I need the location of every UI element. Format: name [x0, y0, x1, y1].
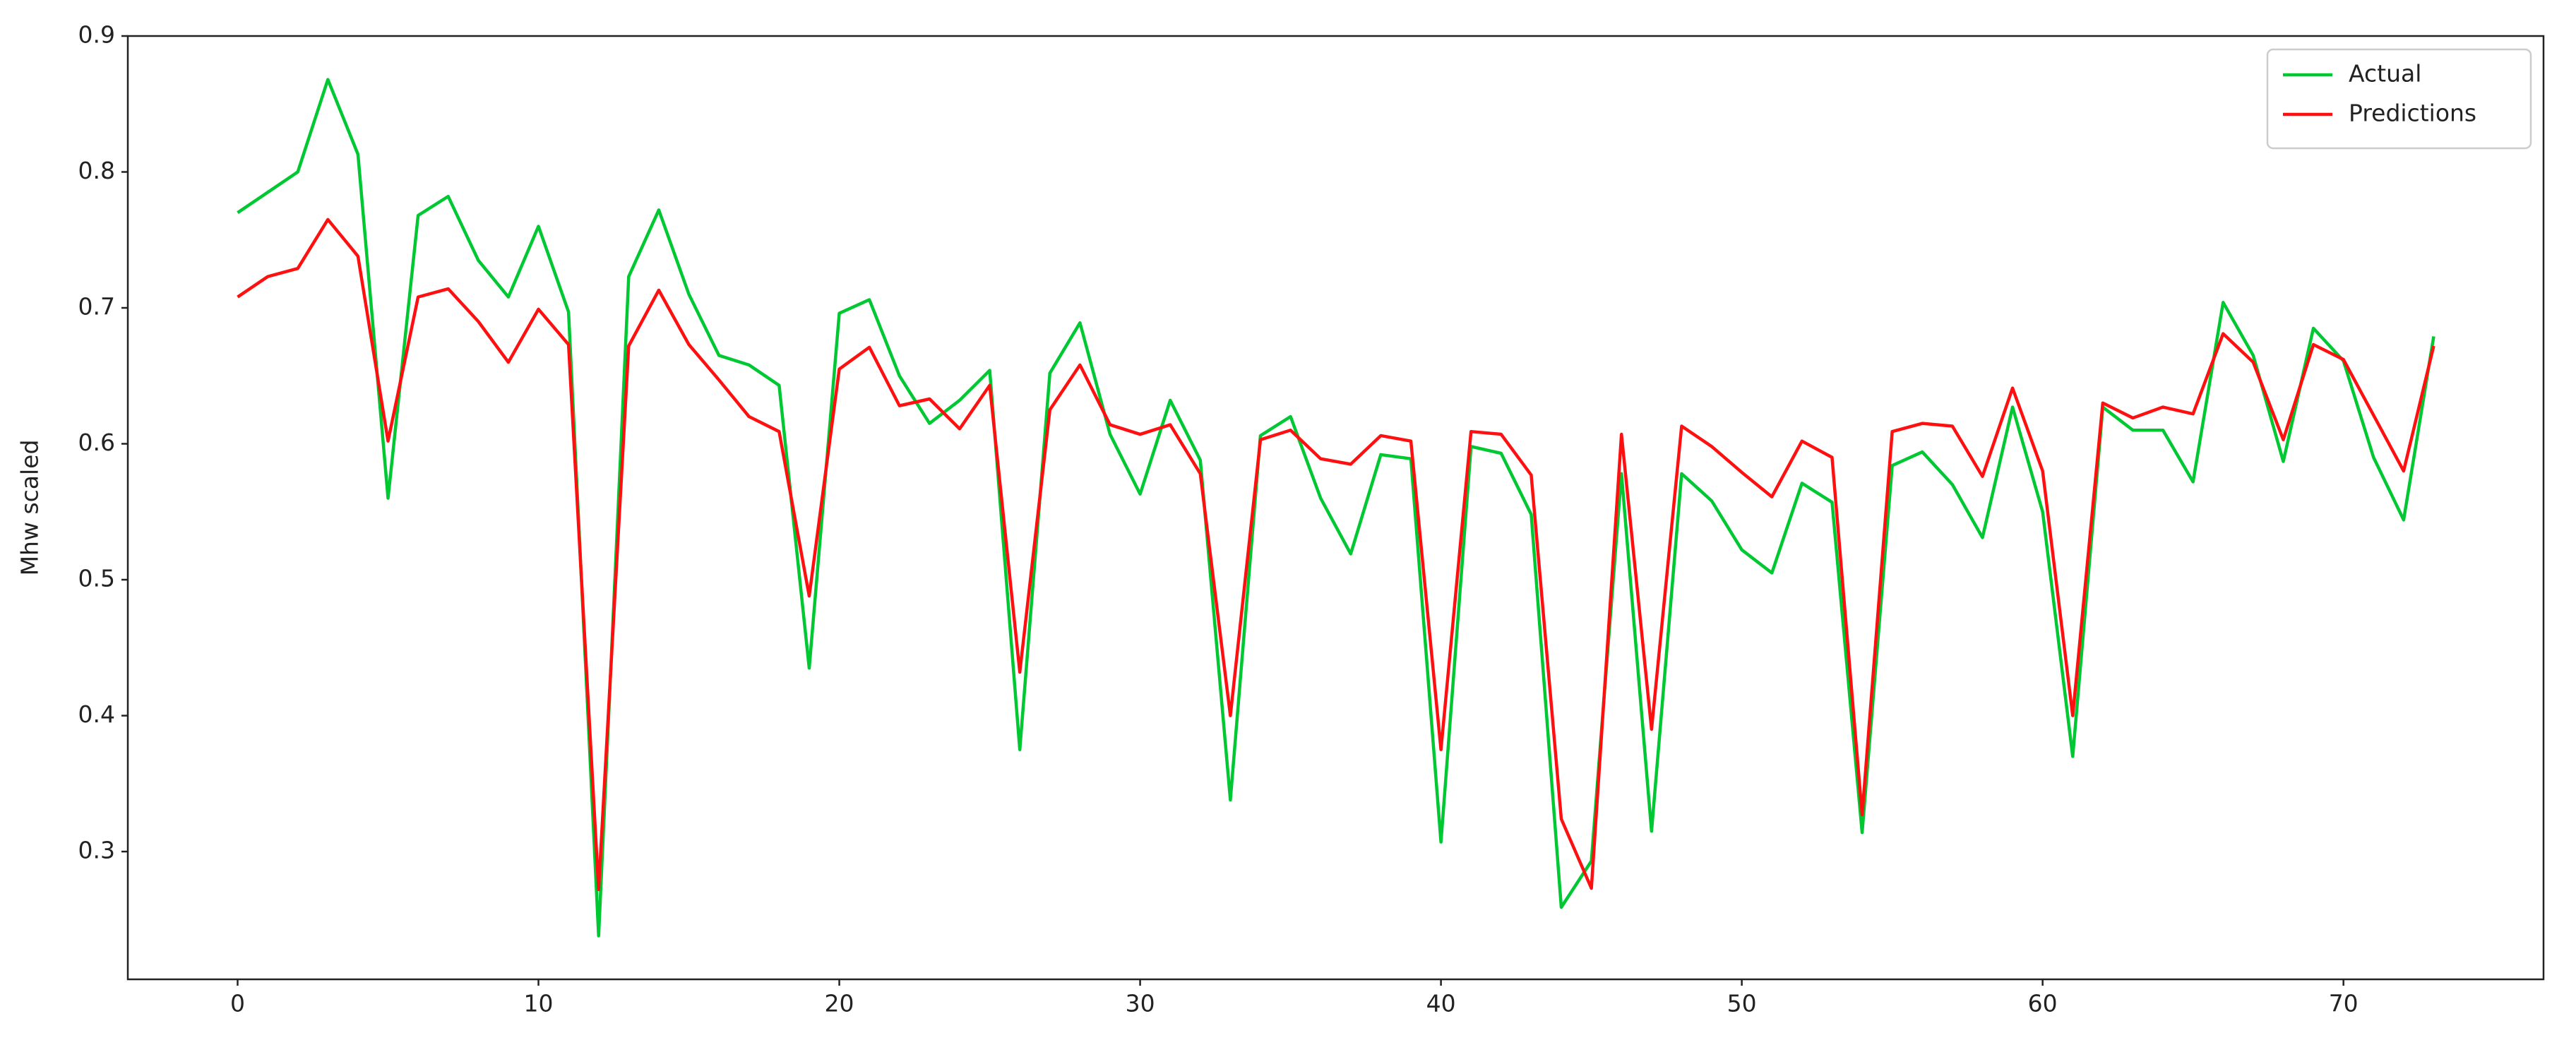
y-tick-label: 0.8: [78, 157, 115, 184]
axes-frame: [126, 35, 2545, 981]
x-tick-label: 60: [2028, 990, 2058, 1017]
y-tick-label: 0.9: [78, 21, 115, 49]
y-tick-label: 0.3: [78, 837, 115, 864]
data-line: [237, 78, 2435, 938]
x-tick-label: 0: [230, 990, 245, 1017]
x-tick-label: 30: [1126, 990, 1155, 1017]
y-axis-label: Mhw scaled: [16, 440, 44, 576]
legend-label: Actual: [2349, 60, 2421, 88]
x-tick-label: 40: [1426, 990, 1456, 1017]
y-tick-label: 0.4: [78, 700, 115, 728]
data-line: [237, 217, 2435, 892]
x-tick-label: 20: [825, 990, 854, 1017]
y-tick-label: 0.6: [78, 429, 115, 456]
x-tick-label: 70: [2329, 990, 2359, 1017]
y-tick-label: 0.7: [78, 293, 115, 321]
legend-label: Predictions: [2349, 100, 2476, 127]
x-tick-label: 50: [1727, 990, 1757, 1017]
x-tick-label: 10: [524, 990, 554, 1017]
y-tick-label: 0.5: [78, 565, 115, 592]
legend-box: [2266, 48, 2532, 150]
